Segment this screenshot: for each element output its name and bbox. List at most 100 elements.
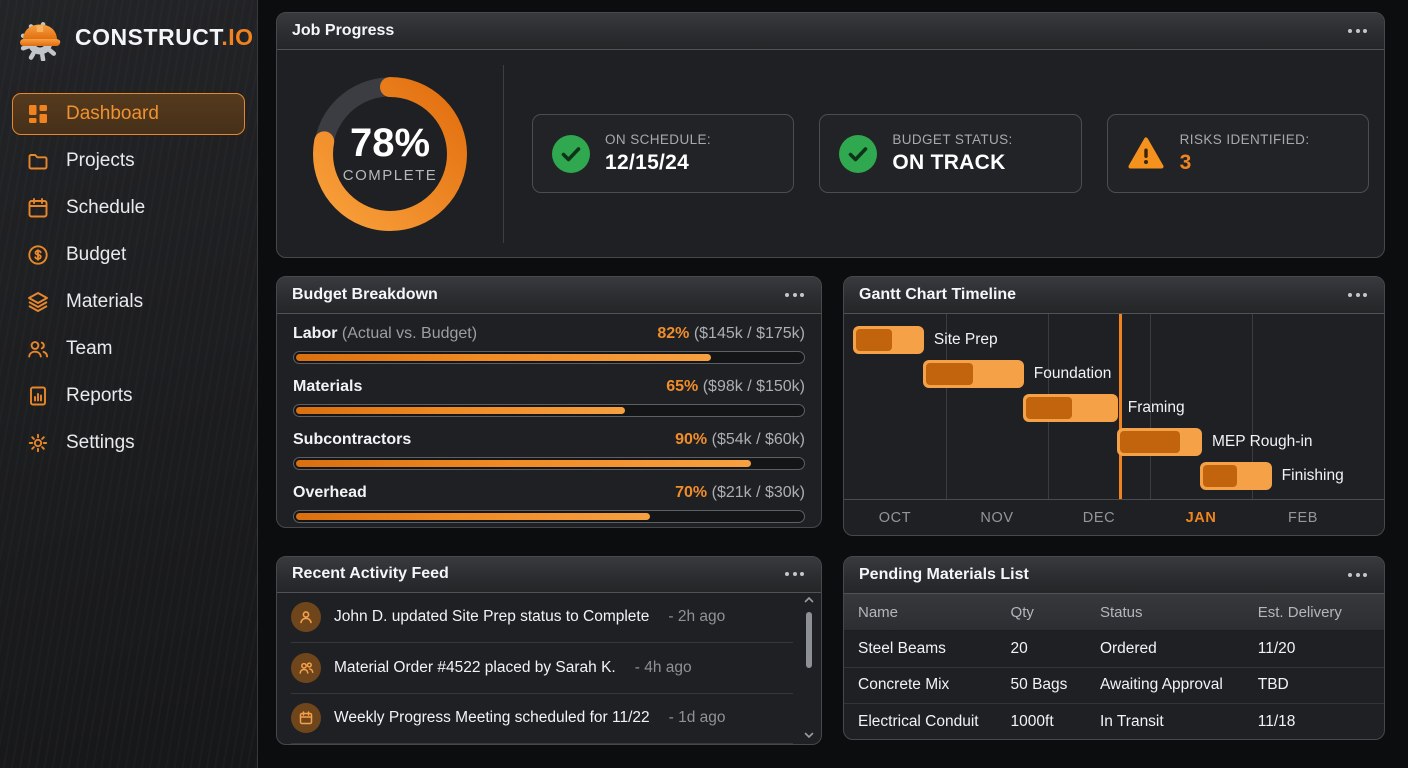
gantt-task-label: MEP Rough-in <box>1212 433 1313 450</box>
scrollbar-thumb[interactable] <box>806 611 812 668</box>
cell-name: Concrete Mix <box>858 676 950 694</box>
ellipsis-icon[interactable] <box>783 566 806 582</box>
report-document-icon <box>26 384 50 408</box>
dollar-circle-icon <box>26 243 50 267</box>
progress-bar-track <box>293 351 805 364</box>
cell-status: Ordered <box>1099 639 1157 657</box>
brand-logo: CONSTRUCT.IO <box>0 0 257 69</box>
today-marker-line <box>1118 314 1122 499</box>
cell-name: Steel Beams <box>858 639 946 657</box>
gantt-task-label: Site Prep <box>933 331 998 348</box>
progress-ring-text: 78% COMPLETE <box>343 123 438 184</box>
sidebar-item-label: Team <box>66 338 113 359</box>
sidebar-item-label: Materials <box>66 291 144 312</box>
stat-label: BUDGET STATUS: <box>892 132 1013 147</box>
budget-breakdown-header: Budget Breakdown <box>277 277 821 314</box>
stat-value: ON TRACK <box>892 151 1006 174</box>
progress-bar-fill <box>296 354 711 361</box>
job-progress-card: Job Progress 78% COMPLETE <box>276 12 1385 258</box>
budget-row-values: 90% ($54k / $60k) <box>675 431 805 448</box>
gantt-bar-progress <box>1025 397 1073 419</box>
progress-bar-track <box>293 510 805 523</box>
gantt-chart-card: Gantt Chart Timeline Site Prep Foundatio… <box>843 276 1385 536</box>
budget-row-label: Materials <box>293 378 363 395</box>
ellipsis-icon[interactable] <box>1346 23 1369 39</box>
ellipsis-icon[interactable] <box>1346 287 1369 303</box>
budget-row-values: 65% ($98k / $150k) <box>666 378 805 395</box>
gantt-task-label: Framing <box>1127 399 1185 416</box>
progress-caption: COMPLETE <box>342 167 438 184</box>
budget-row-label: Subcontractors <box>293 431 412 448</box>
sidebar-item-reports[interactable]: Reports <box>12 375 245 417</box>
cell-est-delivery: 11/18 <box>1257 713 1296 731</box>
gantt-bar-progress <box>925 363 974 385</box>
sidebar: CONSTRUCT.IO Dashboard Projects Schedule… <box>0 0 258 768</box>
table-header-row: Name Qty Status Est. Delivery <box>844 594 1384 631</box>
month-label: OCT <box>878 509 912 526</box>
scroll-down-icon[interactable] <box>802 731 816 741</box>
sidebar-item-label: Projects <box>66 150 135 171</box>
stat-label: RISKS IDENTIFIED: <box>1179 132 1310 147</box>
budget-row-subcontractors: Subcontractors 90% ($54k / $60k) <box>293 421 805 474</box>
scroll-up-icon[interactable] <box>802 596 816 606</box>
table-row: Concrete Mix 50 Bags Awaiting Approval T… <box>844 668 1384 704</box>
ellipsis-icon[interactable] <box>783 287 806 303</box>
progress-bar-track <box>293 404 805 417</box>
column-header-status: Status <box>1099 603 1143 621</box>
progress-ring: 78% COMPLETE <box>277 70 503 238</box>
scrollbar[interactable] <box>802 596 816 742</box>
activity-list: John D. updated Site Prep status to Comp… <box>277 593 821 744</box>
gantt-bar-progress <box>856 329 892 351</box>
activity-item: John D. updated Site Prep status to Comp… <box>291 593 793 643</box>
card-title: Pending Materials List <box>859 566 1029 583</box>
cell-qty: 50 Bags <box>1010 676 1068 694</box>
stat-card-on-schedule: ON SCHEDULE: 12/15/24 <box>532 114 795 193</box>
ellipsis-icon[interactable] <box>1346 567 1369 583</box>
sidebar-item-label: Budget <box>66 244 127 265</box>
gantt-bar-mep-rough-in: MEP Rough-in <box>1117 428 1313 456</box>
column-header-est-delivery: Est. Delivery <box>1257 603 1342 621</box>
check-circle-icon <box>552 134 590 173</box>
column-header-name: Name <box>858 603 899 621</box>
stat-value: 12/15/24 <box>605 151 690 174</box>
stat-label: ON SCHEDULE: <box>605 132 712 147</box>
warning-triangle-icon <box>1128 137 1164 168</box>
month-label: JAN <box>1185 509 1217 526</box>
gantt-bar-site-prep: Site Prep <box>853 326 998 354</box>
progress-bar-fill <box>296 460 752 467</box>
activity-text: Material Order #4522 placed by Sarah K. <box>334 658 616 676</box>
activity-feed-card: Recent Activity Feed John D. updated Sit… <box>276 556 822 745</box>
budget-row-values: 70% ($21k / $30k) <box>675 484 805 501</box>
budget-row-label: Labor (Actual vs. Budget) <box>293 325 478 342</box>
stat-card-risks: RISKS IDENTIFIED: 3 <box>1106 114 1369 193</box>
activity-item: Weekly Progress Meeting scheduled for 11… <box>291 694 793 744</box>
sidebar-item-schedule[interactable]: Schedule <box>12 187 245 229</box>
gridline <box>1252 314 1253 499</box>
progress-bar-fill <box>296 513 651 520</box>
sidebar-item-settings[interactable]: Settings <box>12 422 245 464</box>
main-content: Job Progress 78% COMPLETE <box>258 0 1408 768</box>
progress-bar-fill <box>296 407 625 414</box>
gear-icon <box>26 431 50 455</box>
sidebar-item-budget[interactable]: Budget <box>12 234 245 276</box>
sidebar-item-label: Dashboard <box>66 103 159 124</box>
cell-est-delivery: 11/20 <box>1257 639 1296 657</box>
gantt-bar-progress <box>1202 465 1238 487</box>
cell-est-delivery: TBD <box>1257 676 1289 694</box>
activity-time: - 4h ago <box>634 658 692 676</box>
budget-row-labor: Labor (Actual vs. Budget) 82% ($145k / $… <box>293 315 805 368</box>
brand-name: CONSTRUCT.IO <box>75 23 254 50</box>
card-title: Job Progress <box>292 22 395 39</box>
sidebar-item-projects[interactable]: Projects <box>12 140 245 182</box>
sidebar-item-label: Schedule <box>66 197 146 218</box>
table-row: Steel Beams 20 Ordered 11/20 <box>844 631 1384 668</box>
check-circle-icon <box>839 134 878 173</box>
sidebar-item-materials[interactable]: Materials <box>12 281 245 323</box>
sidebar-item-dashboard[interactable]: Dashboard <box>12 93 245 135</box>
month-label: NOV <box>980 509 1014 526</box>
pending-materials-card: Pending Materials List Name Qty Status E… <box>843 556 1385 740</box>
cell-qty: 1000ft <box>1010 713 1054 731</box>
sidebar-item-team[interactable]: Team <box>12 328 245 370</box>
card-title: Recent Activity Feed <box>292 565 449 583</box>
sidebar-nav: Dashboard Projects Schedule Budget Mater… <box>0 93 257 464</box>
